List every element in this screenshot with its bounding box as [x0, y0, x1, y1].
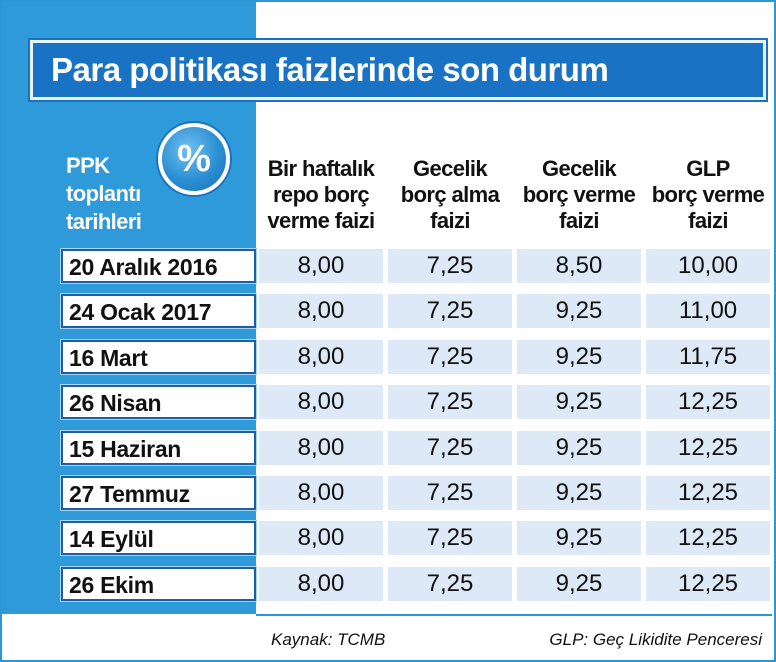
rate-cell: 7,25 — [388, 340, 512, 374]
column-header-line: faizi — [559, 208, 599, 233]
meeting-date-box: 24 Ocak 2017 — [61, 294, 256, 328]
rate-cell: 9,25 — [517, 294, 641, 328]
rate-cell: 7,25 — [388, 249, 512, 283]
meeting-date: 16 Mart — [69, 345, 148, 371]
title-bar: Para politikası faizlerinde son durum — [30, 40, 766, 100]
column-header: Gecelik borç alma faizi — [388, 156, 512, 234]
table-row: 20 Aralık 2016 8,00 7,25 8,50 10,00 — [0, 249, 776, 283]
rate-cell: 8,00 — [259, 385, 383, 419]
meeting-date-box: 27 Temmuz — [61, 476, 256, 510]
rate-cell: 7,25 — [388, 521, 512, 555]
table-row: 24 Ocak 2017 8,00 7,25 9,25 11,00 — [0, 294, 776, 328]
meeting-date-box: 14 Eylül — [61, 521, 256, 555]
table-row: 14 Eylül 8,00 7,25 9,25 12,25 — [0, 521, 776, 555]
meeting-date-box: 20 Aralık 2016 — [61, 249, 256, 283]
column-header-line: borç verme — [522, 182, 636, 207]
column-header-line: faizi — [430, 208, 470, 233]
rate-cell: 7,25 — [388, 476, 512, 510]
meeting-date-box: 26 Nisan — [61, 385, 256, 419]
rate-cell: 8,00 — [259, 567, 383, 601]
rate-cell: 8,00 — [259, 340, 383, 374]
percent-icon: % — [158, 123, 230, 195]
source-note: Kaynak: TCMB — [271, 630, 386, 649]
rate-cell: 12,25 — [646, 476, 770, 510]
rate-cell: 9,25 — [517, 431, 641, 465]
rate-cell: 8,00 — [259, 294, 383, 328]
row-header-line: toplantı — [66, 181, 141, 206]
rate-cell: 8,00 — [259, 431, 383, 465]
rate-cell: 7,25 — [388, 385, 512, 419]
column-header-line: GLP — [686, 156, 730, 181]
table-row: 15 Haziran 8,00 7,25 9,25 12,25 — [0, 431, 776, 465]
column-header-line: borç verme — [651, 182, 765, 207]
meeting-date: 26 Nisan — [69, 390, 162, 416]
column-header-line: borç alma — [400, 182, 500, 207]
column-header: GLP borç verme faizi — [646, 156, 770, 234]
rate-cell: 7,25 — [388, 567, 512, 601]
column-header-line: repo borç — [272, 182, 370, 207]
table-row: 16 Mart 8,00 7,25 9,25 11,75 — [0, 340, 776, 374]
meeting-date: 14 Eylül — [69, 526, 154, 552]
row-header-line: PPK — [66, 153, 110, 178]
rate-cell: 12,25 — [646, 567, 770, 601]
column-header-line: Gecelik — [412, 156, 488, 181]
meeting-date-box: 26 Ekim — [61, 567, 256, 601]
rate-cell: 10,00 — [646, 249, 770, 283]
meeting-date-box: 16 Mart — [61, 340, 256, 374]
rate-cell: 7,25 — [388, 431, 512, 465]
rate-cell: 8,50 — [517, 249, 641, 283]
rate-cell: 9,25 — [517, 385, 641, 419]
rate-cell: 8,00 — [259, 521, 383, 555]
meeting-date: 15 Haziran — [69, 436, 182, 462]
meeting-date: 26 Ekim — [69, 572, 154, 598]
column-header-line: faizi — [688, 208, 728, 233]
meeting-date-box: 15 Haziran — [61, 431, 256, 465]
rate-cell: 12,25 — [646, 385, 770, 419]
row-header-line: tarihleri — [66, 209, 142, 234]
meeting-date: 27 Temmuz — [69, 481, 190, 507]
meeting-date: 20 Aralık 2016 — [69, 254, 218, 280]
meeting-date: 24 Ocak 2017 — [69, 299, 212, 325]
table-row: 26 Ekim 8,00 7,25 9,25 12,25 — [0, 567, 776, 601]
rate-cell: 8,00 — [259, 476, 383, 510]
column-header-line: verme faizi — [267, 208, 375, 233]
rate-cell: 11,75 — [646, 340, 770, 374]
rate-cell: 9,25 — [517, 567, 641, 601]
page-title: Para politikası faizlerinde son durum — [51, 51, 609, 88]
rate-cell: 9,25 — [517, 340, 641, 374]
glp-note: GLP: Geç Likidite Penceresi — [549, 630, 762, 649]
table-row: 27 Temmuz 8,00 7,25 9,25 12,25 — [0, 476, 776, 510]
column-header: Bir haftalık repo borç verme faizi — [259, 156, 383, 234]
column-header-line: Gecelik — [541, 156, 617, 181]
rate-cell: 12,25 — [646, 431, 770, 465]
table-row: 26 Nisan 8,00 7,25 9,25 12,25 — [0, 385, 776, 419]
rate-cell: 7,25 — [388, 294, 512, 328]
column-header-line: Bir haftalık — [267, 156, 375, 181]
percent-symbol: % — [177, 138, 211, 180]
row-header-label: PPK toplantı tarihleri — [66, 152, 186, 236]
rate-cell: 8,00 — [259, 249, 383, 283]
column-header: Gecelik borç verme faizi — [517, 156, 641, 234]
rate-cell: 9,25 — [517, 476, 641, 510]
rate-cell: 12,25 — [646, 521, 770, 555]
rate-cell: 11,00 — [646, 294, 770, 328]
footer-divider — [256, 614, 772, 616]
rate-cell: 9,25 — [517, 521, 641, 555]
